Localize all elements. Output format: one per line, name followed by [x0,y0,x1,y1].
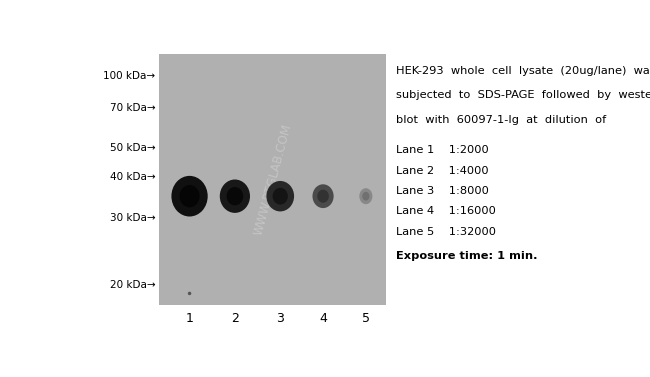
Ellipse shape [220,179,250,213]
Ellipse shape [317,190,329,203]
Text: 50 kDa→: 50 kDa→ [110,143,155,153]
Text: Lane 1    1:2000: Lane 1 1:2000 [396,146,489,155]
Text: WWW.PTGLAB.COM: WWW.PTGLAB.COM [252,122,294,237]
Text: 1: 1 [186,312,194,325]
Text: Lane 3    1:8000: Lane 3 1:8000 [396,186,489,196]
Ellipse shape [313,184,333,208]
Text: 20 kDa→: 20 kDa→ [110,280,155,290]
Text: Exposure time: 1 min.: Exposure time: 1 min. [396,251,538,261]
Text: blot  with  60097-1-Ig  at  dilution  of: blot with 60097-1-Ig at dilution of [396,115,606,125]
Text: 4: 4 [319,312,327,325]
Text: 40 kDa→: 40 kDa→ [110,172,155,182]
Bar [159,54,386,305]
Text: 5: 5 [362,312,370,325]
Text: 30 kDa→: 30 kDa→ [110,213,155,223]
Text: Lane 5    1:32000: Lane 5 1:32000 [396,227,496,237]
Text: Lane 2    1:4000: Lane 2 1:4000 [396,166,489,176]
Text: 100 kDa→: 100 kDa→ [103,71,155,81]
Text: 2: 2 [231,312,239,325]
Ellipse shape [266,181,294,211]
Ellipse shape [172,176,208,216]
Ellipse shape [179,185,200,207]
Text: HEK-293  whole  cell  lysate  (20ug/lane)  was: HEK-293 whole cell lysate (20ug/lane) wa… [396,66,650,75]
Text: 70 kDa→: 70 kDa→ [110,103,155,113]
Ellipse shape [272,188,288,205]
Ellipse shape [227,187,243,205]
Ellipse shape [188,292,191,295]
Text: Lane 4    1:16000: Lane 4 1:16000 [396,206,496,216]
Text: 3: 3 [276,312,284,325]
Text: subjected  to  SDS-PAGE  followed  by  western: subjected to SDS-PAGE followed by wester… [396,90,650,100]
Ellipse shape [362,192,369,201]
Ellipse shape [359,188,372,204]
